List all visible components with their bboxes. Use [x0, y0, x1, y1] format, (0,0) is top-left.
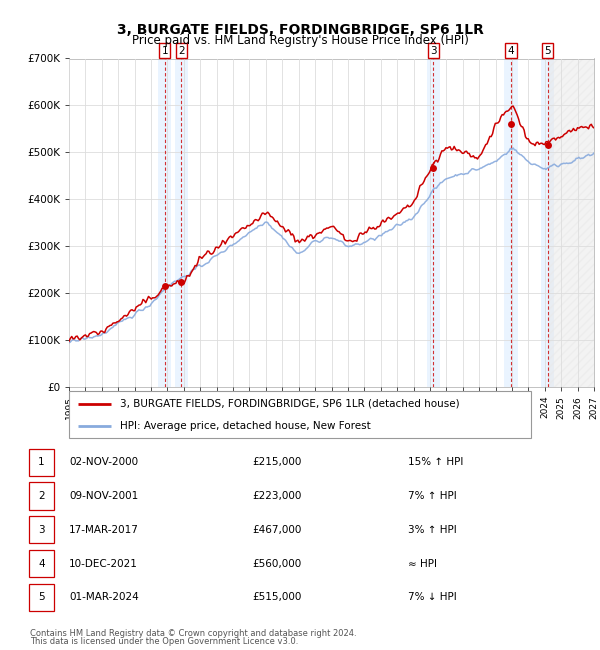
Text: £515,000: £515,000: [252, 592, 301, 603]
Text: 10-DEC-2021: 10-DEC-2021: [69, 558, 138, 569]
Text: Contains HM Land Registry data © Crown copyright and database right 2024.: Contains HM Land Registry data © Crown c…: [30, 629, 356, 638]
Text: 5: 5: [544, 46, 551, 56]
Text: Price paid vs. HM Land Registry's House Price Index (HPI): Price paid vs. HM Land Registry's House …: [131, 34, 469, 47]
Bar: [427, 58, 440, 387]
Text: ≈ HPI: ≈ HPI: [408, 558, 437, 569]
Text: 4: 4: [508, 46, 514, 56]
Text: £223,000: £223,000: [252, 491, 301, 501]
Text: 02-NOV-2000: 02-NOV-2000: [69, 457, 138, 467]
Text: 7% ↓ HPI: 7% ↓ HPI: [408, 592, 457, 603]
Text: 3, BURGATE FIELDS, FORDINGBRIDGE, SP6 1LR (detached house): 3, BURGATE FIELDS, FORDINGBRIDGE, SP6 1L…: [120, 399, 460, 409]
Bar: [505, 58, 518, 387]
Text: 1: 1: [161, 46, 168, 56]
Bar: [541, 58, 554, 387]
FancyBboxPatch shape: [69, 391, 531, 438]
Text: 09-NOV-2001: 09-NOV-2001: [69, 491, 138, 501]
Bar: [175, 58, 188, 387]
Text: 5: 5: [38, 592, 45, 603]
Text: 01-MAR-2024: 01-MAR-2024: [69, 592, 139, 603]
Text: £560,000: £560,000: [252, 558, 301, 569]
Text: £467,000: £467,000: [252, 525, 301, 535]
Text: 15% ↑ HPI: 15% ↑ HPI: [408, 457, 463, 467]
Text: 3: 3: [38, 525, 45, 535]
Text: 7% ↑ HPI: 7% ↑ HPI: [408, 491, 457, 501]
Bar: [158, 58, 172, 387]
Text: 17-MAR-2017: 17-MAR-2017: [69, 525, 139, 535]
Text: 4: 4: [38, 558, 45, 569]
Text: 3% ↑ HPI: 3% ↑ HPI: [408, 525, 457, 535]
Text: 3: 3: [430, 46, 437, 56]
Text: This data is licensed under the Open Government Licence v3.0.: This data is licensed under the Open Gov…: [30, 637, 298, 646]
Text: 1: 1: [38, 457, 45, 467]
Text: 3, BURGATE FIELDS, FORDINGBRIDGE, SP6 1LR: 3, BURGATE FIELDS, FORDINGBRIDGE, SP6 1L…: [116, 23, 484, 37]
Text: 2: 2: [38, 491, 45, 501]
Bar: [548, 58, 594, 387]
Text: HPI: Average price, detached house, New Forest: HPI: Average price, detached house, New …: [120, 421, 371, 432]
Text: 2: 2: [178, 46, 185, 56]
Text: £215,000: £215,000: [252, 457, 301, 467]
